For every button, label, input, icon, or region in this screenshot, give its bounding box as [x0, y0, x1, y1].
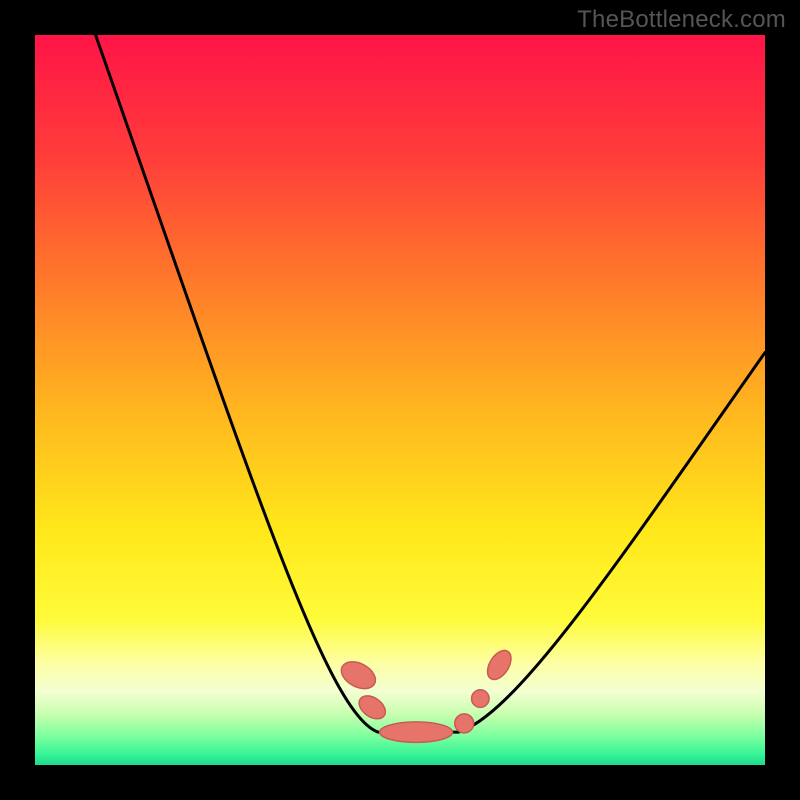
plot-background	[35, 35, 765, 765]
curve-marker	[455, 714, 474, 733]
curve-marker	[380, 722, 453, 742]
watermark-text: TheBottleneck.com	[577, 6, 786, 34]
curve-marker	[472, 690, 490, 708]
bottleneck-curve-chart	[0, 0, 800, 800]
chart-container: TheBottleneck.com	[0, 0, 800, 800]
